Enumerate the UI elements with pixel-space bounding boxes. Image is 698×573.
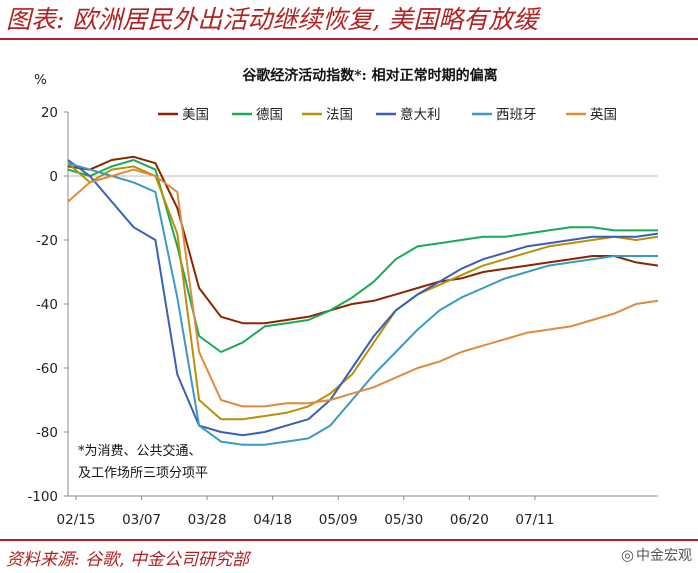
y-tick-label: -80	[36, 425, 58, 441]
legend-label: 英国	[590, 106, 617, 123]
series-line-3	[67, 162, 659, 421]
y-tick-label: -60	[36, 361, 58, 377]
watermark-text: 中金宏观	[636, 548, 692, 564]
legend-label: 美国	[182, 107, 209, 123]
series-line-1	[67, 155, 659, 325]
y-tick-label: -100	[27, 489, 58, 505]
legend-label: 德国	[256, 107, 283, 123]
legend: 美国 德国 法国 意大利 西班牙 英国	[158, 106, 617, 123]
series-line-4	[67, 159, 659, 437]
y-axis-label: %	[34, 72, 47, 88]
legend-label: 意大利	[400, 106, 441, 123]
x-tick-label: 07/11	[515, 512, 554, 528]
axes: 20 0 -20 -40 -60 -80 -100 02/15 03/07 03/28 04/18 0…	[27, 105, 658, 528]
watermark: ◎ 中金宏观	[621, 545, 692, 565]
legend-label: 法国	[326, 107, 353, 123]
x-tick-label: 06/20	[450, 512, 489, 528]
legend-label: 西班牙	[496, 107, 537, 123]
wechat-icon: ◎	[620, 546, 634, 564]
x-tick-label: 03/07	[122, 512, 161, 528]
source-note: 资料来源: 谷歌, 中金公司研究部	[6, 550, 249, 570]
series-line-5	[67, 162, 658, 446]
title-rule	[0, 38, 698, 40]
y-tick-label: 20	[41, 105, 58, 121]
y-tick-label: 0	[49, 169, 58, 185]
page-title: 图表: 欧洲居民外出活动继续恢复, 美国略有放缓	[6, 5, 539, 34]
chart-title: 谷歌经济活动指数*: 相对正常时期的偏离	[242, 67, 497, 84]
footer-rule	[0, 539, 698, 541]
series-line-2	[67, 159, 658, 353]
series-layer	[67, 155, 659, 446]
x-tick-label: 04/18	[253, 512, 292, 528]
note-line: *为消费、公共交通、	[78, 443, 202, 459]
series-line-6	[67, 168, 659, 408]
x-tick-label: 02/15	[57, 512, 96, 528]
x-tick-label: 03/28	[188, 512, 227, 528]
x-tick-label: 05/09	[319, 512, 358, 528]
y-tick-label: -20	[36, 233, 58, 249]
note-line: 及工作场所三项分项平	[78, 466, 208, 481]
chart-note: *为消费、公共交通、及工作场所三项分项平	[78, 443, 208, 481]
y-tick-label: -40	[36, 297, 58, 313]
x-tick-label: 05/30	[384, 512, 423, 528]
